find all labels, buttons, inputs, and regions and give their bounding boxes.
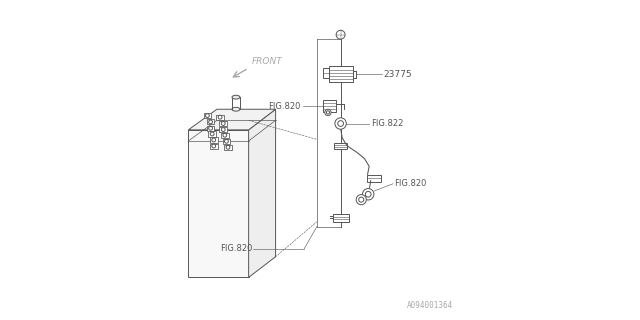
- Text: FIG.820: FIG.820: [269, 101, 301, 111]
- Circle shape: [218, 115, 222, 119]
- Polygon shape: [210, 143, 218, 148]
- Circle shape: [221, 128, 225, 132]
- Polygon shape: [220, 121, 227, 126]
- Polygon shape: [188, 109, 276, 130]
- Polygon shape: [367, 175, 381, 182]
- Circle shape: [209, 126, 212, 130]
- Polygon shape: [224, 145, 232, 150]
- Circle shape: [324, 109, 331, 116]
- Ellipse shape: [232, 95, 240, 99]
- Polygon shape: [204, 113, 211, 118]
- Text: A094001364: A094001364: [407, 301, 453, 310]
- Circle shape: [205, 114, 209, 117]
- Circle shape: [356, 195, 366, 205]
- Text: 23775: 23775: [383, 70, 412, 79]
- Circle shape: [211, 132, 214, 136]
- Polygon shape: [207, 119, 214, 124]
- Polygon shape: [221, 133, 228, 138]
- Polygon shape: [188, 130, 248, 277]
- Polygon shape: [328, 67, 353, 82]
- Text: FRONT: FRONT: [252, 57, 282, 67]
- Text: FIG.822: FIG.822: [371, 119, 403, 128]
- Circle shape: [358, 197, 364, 202]
- Ellipse shape: [232, 107, 240, 111]
- Circle shape: [338, 121, 344, 126]
- Circle shape: [212, 144, 216, 148]
- Polygon shape: [209, 132, 216, 137]
- Circle shape: [225, 140, 228, 143]
- Circle shape: [212, 138, 216, 142]
- Polygon shape: [323, 100, 336, 112]
- Circle shape: [221, 122, 225, 125]
- Polygon shape: [333, 214, 349, 222]
- Text: FIG.820: FIG.820: [394, 179, 427, 188]
- Text: FIG.820: FIG.820: [220, 244, 252, 253]
- Circle shape: [226, 145, 230, 149]
- Circle shape: [335, 118, 346, 129]
- Circle shape: [209, 120, 212, 124]
- Circle shape: [362, 188, 374, 200]
- Polygon shape: [207, 126, 214, 131]
- Polygon shape: [210, 138, 218, 142]
- Circle shape: [223, 133, 227, 137]
- Polygon shape: [334, 142, 347, 149]
- Circle shape: [365, 191, 371, 197]
- Polygon shape: [248, 109, 276, 277]
- Polygon shape: [323, 68, 328, 77]
- Polygon shape: [216, 115, 224, 120]
- Circle shape: [326, 111, 330, 114]
- Circle shape: [336, 30, 345, 39]
- Polygon shape: [220, 127, 227, 132]
- Polygon shape: [223, 139, 230, 144]
